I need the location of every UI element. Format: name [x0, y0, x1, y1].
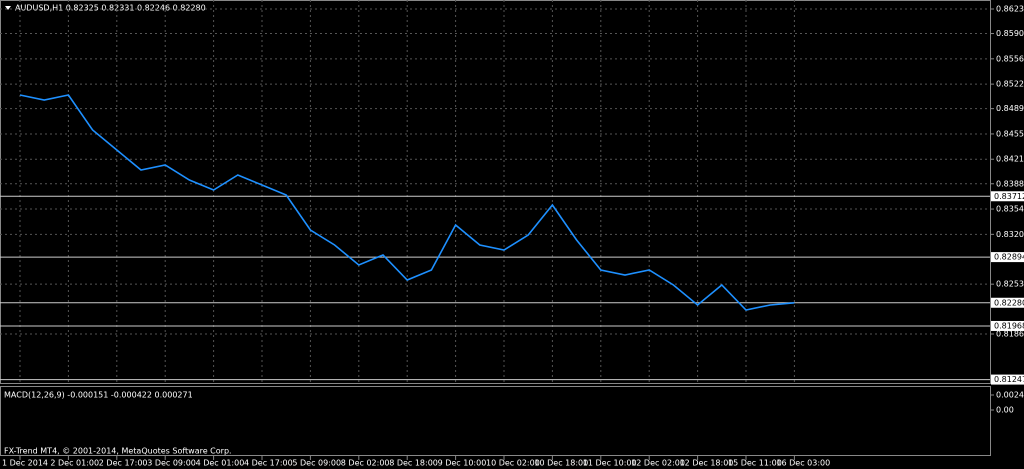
level-box [991, 374, 1024, 385]
x-tick-label: 5 Dec 09:00 [292, 459, 341, 468]
macd-tick-label: 0.0024 [996, 391, 1024, 400]
footer: FX-Trend MT4, © 2001-2014, MetaQuotes So… [4, 447, 232, 456]
x-tick-label: 12 Dec 02:00 [631, 459, 685, 468]
level-label: 0.82894 [994, 253, 1024, 262]
x-tick-label: 8 Dec 02:00 [341, 459, 390, 468]
macd-tick-label: 0.00 [996, 406, 1014, 415]
x-tick-label: 4 Dec 17:00 [244, 459, 293, 468]
level-label: 0.83712 [994, 192, 1024, 201]
x-tick-label: 2 Dec 17:00 [99, 459, 148, 468]
macd-frame [0, 386, 991, 456]
level-box [991, 191, 1024, 202]
level-label: 0.82280 [994, 298, 1024, 307]
x-tick-label: 9 Dec 10:00 [438, 459, 487, 468]
x-tick-label: 12 Dec 18:00 [680, 459, 734, 468]
x-tick-label: 2 Dec 01:00 [50, 459, 99, 468]
price-line [19, 94, 795, 311]
level-box [991, 252, 1024, 263]
main-frame [0, 0, 991, 384]
x-tick-label: 10 Dec 18:00 [534, 459, 588, 468]
x-tick-label: 11 Dec 10:00 [583, 459, 637, 468]
x-tick-label: 3 Dec 09:00 [147, 459, 196, 468]
x-tick-label: 16 Dec 03:00 [776, 459, 830, 468]
x-tick-label: 4 Dec 01:00 [196, 459, 245, 468]
level-box [991, 297, 1024, 308]
level-label: 0.81247 [994, 375, 1024, 384]
x-tick-label: 15 Dec 11:00 [728, 459, 782, 468]
x-tick-label: 8 Dec 18:00 [389, 459, 438, 468]
chart-title: AUDUSD,H1 0.82325 0.82331 0.82246 0.8228… [15, 4, 206, 13]
menu-triangle [5, 6, 11, 10]
macd-label: MACD(12,26,9) -0.000151 -0.000422 0.0002… [4, 391, 193, 400]
level-box [991, 320, 1024, 331]
x-tick-label: 1 Dec 2014 [2, 459, 48, 468]
level-label: 0.81968 [994, 321, 1024, 330]
x-tick-label: 10 Dec 02:00 [486, 459, 540, 468]
